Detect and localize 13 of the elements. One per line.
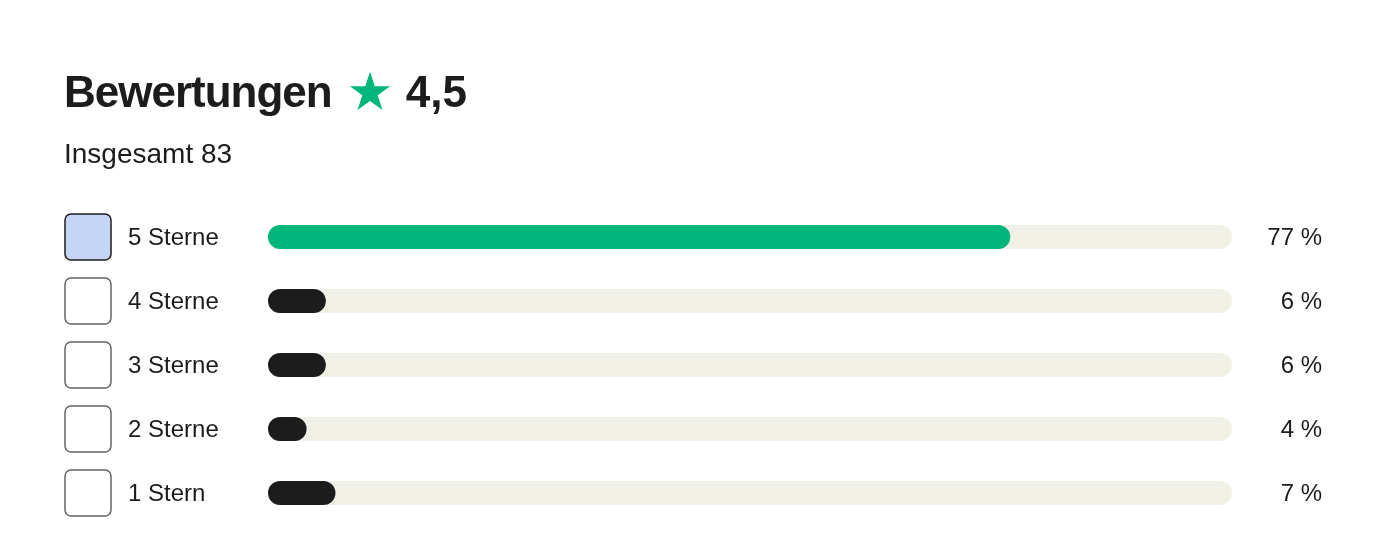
data-label: 4 % xyxy=(1280,415,1322,442)
y-tick-label: 5 Sterne xyxy=(128,223,219,250)
chart-title: Bewertungen xyxy=(64,67,332,117)
y-tick-label: 4 Sterne xyxy=(128,287,219,314)
data-label: 7 % xyxy=(1280,479,1322,506)
y-tick-label: 2 Sterne xyxy=(128,415,219,442)
chart-subtitle: Insgesamt 83 xyxy=(64,138,234,170)
y-tick-label: 3 Sterne xyxy=(128,351,219,378)
data-label: 6 % xyxy=(1280,287,1322,314)
text: 4,5 xyxy=(405,67,467,117)
data-label: 6 % xyxy=(1280,351,1322,378)
data-label: 77 % xyxy=(1267,223,1322,250)
y-tick-label: 1 Stern xyxy=(128,479,206,506)
